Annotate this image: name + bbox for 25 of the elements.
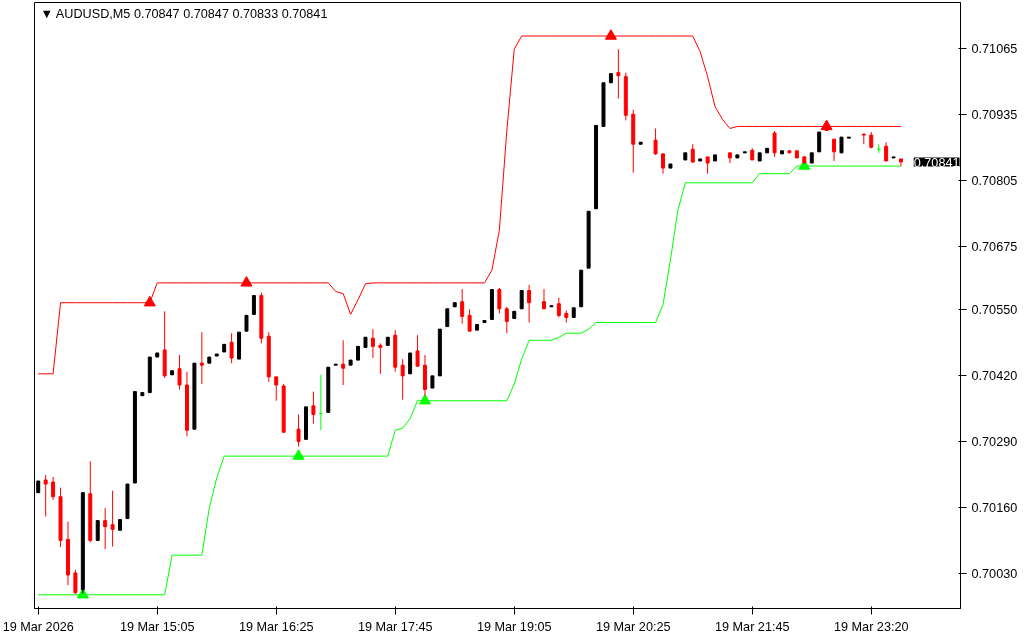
x-tick-label: 19 Mar 21:45	[714, 619, 790, 634]
x-tick-label: 19 Mar 17:45	[357, 619, 433, 634]
x-tick-label: 19 Mar 2026	[2, 619, 74, 634]
point	[418, 393, 431, 405]
y-tick-label: 0.71065	[971, 41, 1018, 56]
point	[604, 29, 617, 40]
point	[240, 276, 253, 287]
x-tick-label: 19 Mar 23:20	[833, 619, 909, 634]
x-tick-label: 19 Mar 19:05	[476, 619, 552, 634]
chart-title: ▼ AUDUSD,M5 0.70847 0.70847 0.70833 0.70841	[40, 6, 328, 21]
y-tick-label: 0.70805	[971, 173, 1018, 188]
y-tick-label: 0.70290	[971, 435, 1018, 450]
text: 0.70841	[913, 155, 960, 170]
point	[820, 119, 833, 131]
y-tick-label: 0.70420	[971, 369, 1018, 384]
y-tick-label: 0.70550	[971, 303, 1018, 318]
y-tick-label: 0.70675	[971, 239, 1018, 254]
x-tick-label: 19 Mar 15:05	[119, 619, 195, 634]
y-tick-label: 0.70030	[971, 567, 1018, 582]
x-tick-label: 19 Mar 20:25	[595, 619, 671, 634]
point	[292, 449, 305, 460]
point	[143, 295, 156, 307]
x-tick-label: 19 Mar 16:25	[238, 619, 314, 634]
y-tick-label: 0.70935	[971, 107, 1018, 122]
y-tick-label: 0.70160	[971, 501, 1018, 516]
